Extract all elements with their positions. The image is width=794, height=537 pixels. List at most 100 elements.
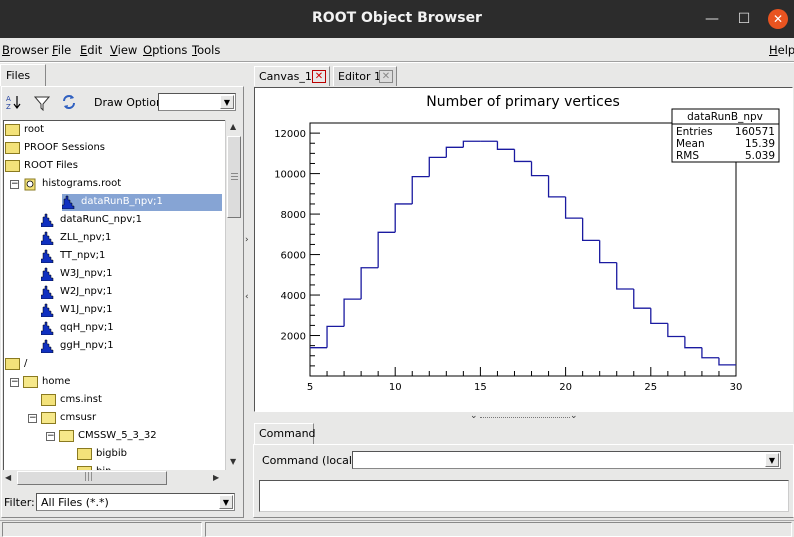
menu-view[interactable]: View xyxy=(110,43,137,57)
menu-tools-mnemonic: T xyxy=(192,43,198,57)
y-tick-label: 4000 xyxy=(281,291,306,302)
splitter-right-icon[interactable]: › xyxy=(245,235,249,245)
scroll-right-icon[interactable]: ▶ xyxy=(213,473,220,482)
menu-help-mnemonic: H xyxy=(769,43,778,57)
splitter-down-icon[interactable]: ⌄ xyxy=(570,411,578,421)
tree-item[interactable]: − home xyxy=(4,374,222,391)
scroll-thumb[interactable] xyxy=(227,136,241,218)
command-input[interactable]: ▼ xyxy=(352,451,781,469)
tree-item[interactable]: TT_npv;1 xyxy=(4,248,222,265)
collapse-icon[interactable]: − xyxy=(28,413,37,423)
stats-box: dataRunB_npv Entries 160571 Mean 15.39 R… xyxy=(671,108,780,163)
chevron-down-icon[interactable]: ▼ xyxy=(219,495,233,509)
tree-item[interactable]: dataRunC_npv;1 xyxy=(4,212,222,229)
menu-file-label: ile xyxy=(57,43,72,57)
collapse-icon[interactable]: − xyxy=(10,179,19,189)
histogram-icon xyxy=(41,267,54,281)
tree-item[interactable]: − histograms.root xyxy=(4,176,222,193)
refresh-icon[interactable] xyxy=(61,94,77,110)
histogram-icon xyxy=(41,321,54,335)
histogram-bin xyxy=(411,175,430,204)
svg-text:A: A xyxy=(6,95,11,103)
tree-item[interactable]: / xyxy=(4,356,222,373)
tree-item-label: cms.inst xyxy=(60,394,102,405)
menu-help[interactable]: Help xyxy=(769,43,794,57)
tree-item[interactable]: qqH_npv;1 xyxy=(4,320,222,337)
minimize-icon[interactable]: — xyxy=(705,11,719,27)
histogram-bin xyxy=(326,325,345,348)
chevron-down-icon[interactable]: ▼ xyxy=(765,453,779,467)
canvas[interactable]: Number of primary vertices 2000 4000 6000 8… xyxy=(254,87,793,412)
menu-tools[interactable]: Tools xyxy=(192,43,220,57)
x-tick-label: 5 xyxy=(307,382,313,393)
collapse-icon[interactable]: − xyxy=(46,431,55,441)
scroll-up-icon[interactable]: ▲ xyxy=(230,122,237,131)
tree-item[interactable]: ZLL_npv;1 xyxy=(4,230,222,247)
tree-item[interactable]: cms.inst xyxy=(4,392,222,409)
splitter-handle[interactable] xyxy=(480,417,570,418)
scroll-down-icon[interactable]: ▼ xyxy=(230,457,237,466)
menu-file[interactable]: File xyxy=(52,43,71,57)
tree-horizontal-scrollbar[interactable]: ◀ ||| ▶ xyxy=(3,470,225,486)
y-tick-label: 2000 xyxy=(281,332,306,343)
menu-options[interactable]: Options xyxy=(143,43,187,57)
tab-files[interactable]: Files xyxy=(0,64,46,86)
x-axis: 5 10 15 20 25 30 xyxy=(307,367,742,393)
hscroll-grip: ||| xyxy=(84,472,94,482)
maximize-icon[interactable]: ☐ xyxy=(737,11,751,27)
tree-item[interactable]: ggH_npv;1 xyxy=(4,338,222,355)
draw-option-combo[interactable]: ▼ xyxy=(158,93,236,111)
tab-editor[interactable]: Editor 1 ✕ xyxy=(333,66,397,86)
tree-item[interactable]: W2J_npv;1 xyxy=(4,284,222,301)
menu-edit[interactable]: Edit xyxy=(80,43,102,57)
tab-command[interactable]: Command xyxy=(254,423,316,444)
stats-box-name: dataRunB_npv xyxy=(687,111,763,123)
histogram-icon xyxy=(41,231,54,245)
histogram-icon xyxy=(41,303,54,317)
tree-item[interactable]: − cmsusr xyxy=(4,410,222,427)
tree-item[interactable]: dataRunB_npv;1 xyxy=(62,194,222,211)
tree-item[interactable]: ROOT Files xyxy=(4,158,222,175)
filter-label: Filter: xyxy=(4,496,35,509)
scroll-left-icon[interactable]: ◀ xyxy=(5,473,12,482)
tree-item-label: qqH_npv;1 xyxy=(60,322,114,333)
close-tab-icon[interactable]: ✕ xyxy=(379,70,393,83)
histogram-icon xyxy=(41,285,54,299)
tree-item[interactable]: PROOF Sessions xyxy=(4,140,222,157)
sort-az-icon[interactable]: A Z xyxy=(6,94,22,110)
tab-canvas[interactable]: Canvas_1 ✕ xyxy=(254,66,330,86)
histogram-bin xyxy=(684,336,702,349)
histogram-bin xyxy=(599,240,617,264)
tree-item[interactable]: root xyxy=(4,122,222,139)
menu-tools-label: ools xyxy=(197,43,221,57)
folder-icon xyxy=(77,466,92,470)
tree-item[interactable]: bin xyxy=(4,464,222,470)
folder-open-icon xyxy=(41,412,56,424)
filter-combo[interactable]: All Files (*.*) ▼ xyxy=(36,493,235,511)
tree-item[interactable]: W3J_npv;1 xyxy=(4,266,222,283)
close-tab-icon[interactable]: ✕ xyxy=(312,70,326,83)
tree-item-label: PROOF Sessions xyxy=(24,142,106,153)
hscroll-thumb[interactable]: ||| xyxy=(17,471,167,485)
tree-item-label: / xyxy=(24,358,28,369)
window-title: ROOT Object Browser xyxy=(312,10,482,26)
folder-open-icon xyxy=(23,376,38,388)
splitter-down-icon[interactable]: ⌄ xyxy=(470,411,478,421)
tree-item[interactable]: W1J_npv;1 xyxy=(4,302,222,319)
stats-entries-value: 160571 xyxy=(735,126,775,138)
folder-open-icon xyxy=(59,430,74,442)
tree-item-label: ggH_npv;1 xyxy=(60,340,114,351)
tree-item-label: ZLL_npv;1 xyxy=(60,232,112,243)
chevron-down-icon[interactable]: ▼ xyxy=(220,95,234,109)
filter-icon[interactable] xyxy=(34,95,50,111)
tree-item[interactable]: − CMSSW_5_3_32 xyxy=(4,428,222,445)
splitter-left-icon[interactable]: ‹ xyxy=(245,292,249,302)
status-segment xyxy=(205,522,792,537)
collapse-icon[interactable]: − xyxy=(10,377,19,387)
close-window-icon[interactable]: ✕ xyxy=(768,9,788,29)
tree-vertical-scrollbar[interactable]: ▲ ▼ xyxy=(225,120,241,470)
tree-item[interactable]: bigbib xyxy=(4,446,222,463)
histogram-bin xyxy=(513,149,532,163)
draw-option-label: Draw Option: xyxy=(94,96,167,109)
menu-browser[interactable]: Browser xyxy=(2,43,49,57)
